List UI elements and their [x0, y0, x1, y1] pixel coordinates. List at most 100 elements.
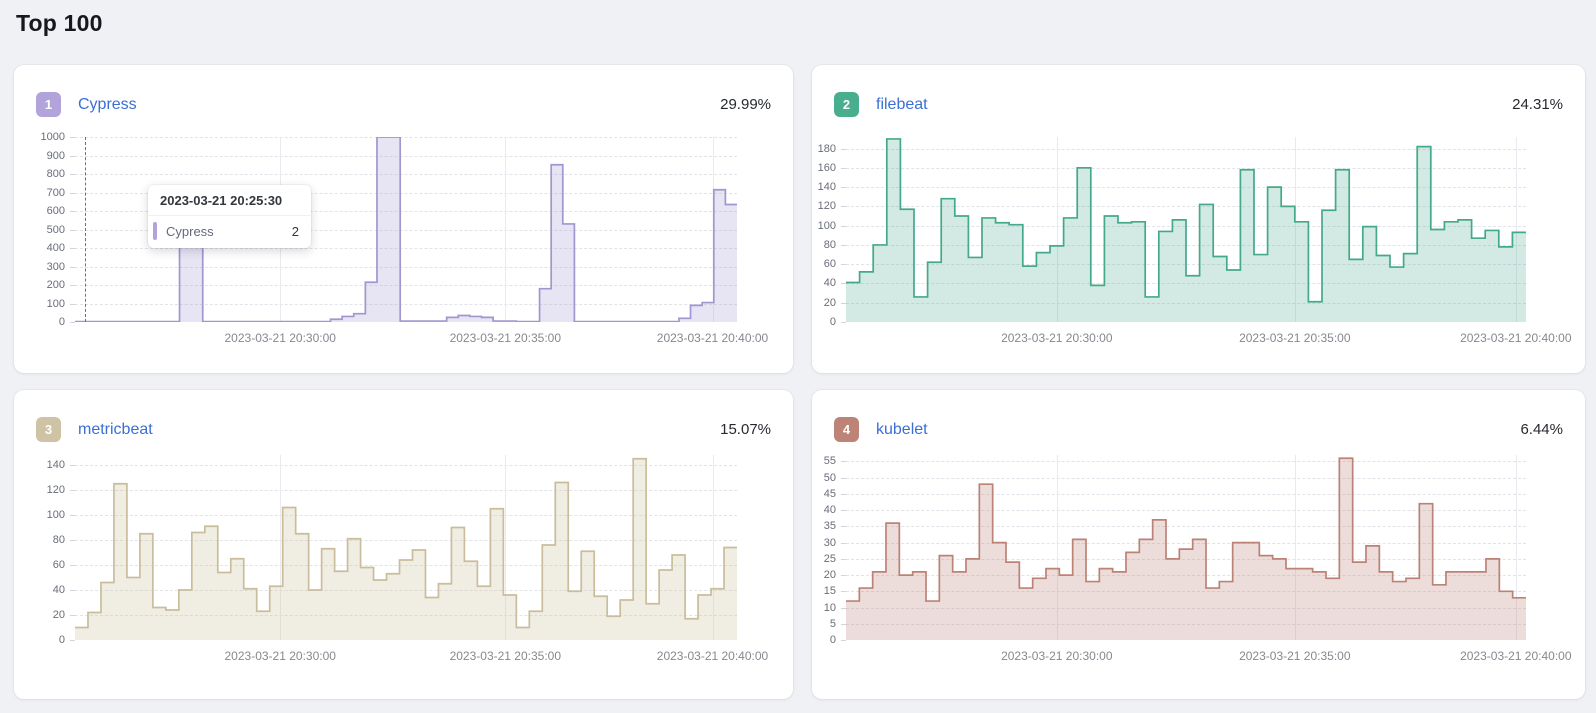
crosshair-cursor-line — [84, 137, 86, 322]
y-gridline — [75, 266, 737, 268]
y-tick-label: 40 — [52, 584, 65, 596]
y-gridline — [75, 465, 737, 466]
y-gridline — [846, 510, 1526, 512]
x-tick-label: 2023-03-21 20:40:00 — [1460, 331, 1572, 345]
x-gridline — [712, 455, 714, 640]
y-gridline — [75, 540, 737, 541]
y-tick-mark — [70, 248, 75, 249]
y-tick-label: 0 — [58, 634, 65, 646]
y-tick-mark — [841, 264, 846, 266]
y-tick-label: 0 — [829, 634, 836, 646]
x-tick-label: 2023-03-21 20:30:00 — [1001, 649, 1113, 663]
y-tick-mark — [841, 477, 846, 479]
card-header: 3 metricbeat 15.07% — [36, 417, 771, 442]
y-gridline — [75, 192, 737, 194]
series-link-filebeat[interactable]: filebeat — [876, 95, 928, 113]
x-gridline — [280, 455, 282, 640]
y-tick-label: 60 — [52, 559, 65, 571]
rank-badge: 2 — [834, 92, 859, 117]
y-tick-label: 1000 — [40, 131, 65, 143]
series-link-metricbeat[interactable]: metricbeat — [78, 420, 153, 438]
x-gridline — [1515, 455, 1517, 640]
y-tick-label: 40 — [823, 504, 836, 517]
series-link-cypress[interactable]: Cypress — [78, 95, 137, 113]
y-tick-label: 25 — [823, 552, 836, 565]
y-tick-label: 20 — [52, 609, 65, 621]
chart-plot-filebeat[interactable]: 0 20 40 60 80 100 120 140 160 180 2023-03-21 20:30… — [818, 137, 1572, 345]
y-gridline — [846, 591, 1526, 593]
y-tick-mark — [841, 575, 846, 577]
y-gridline — [846, 148, 1526, 150]
chart-plot-cypress[interactable]: 2023-03-21 20:25:30 Cypress 2 0 100 200 300… — [41, 131, 769, 345]
y-tick-label: 100 — [46, 297, 65, 310]
tooltip-series-marker — [153, 222, 157, 240]
y-gridline — [846, 167, 1526, 169]
y-gridline — [75, 490, 737, 491]
area-series-line — [846, 457, 1526, 602]
x-gridline — [505, 455, 507, 640]
y-gridline — [75, 303, 737, 305]
x-tick-label: 2023-03-21 20:30:00 — [224, 649, 336, 663]
y-gridline — [75, 615, 737, 616]
y-tick-mark — [70, 174, 75, 175]
rank-badge: 1 — [36, 92, 61, 117]
y-tick-mark — [841, 526, 846, 528]
y-gridline — [846, 187, 1526, 189]
y-tick-mark — [70, 615, 75, 616]
card-header: 2 filebeat 24.31% — [834, 92, 1563, 117]
series-link-kubelet[interactable]: kubelet — [876, 420, 928, 438]
tooltip-row: Cypress 2 — [148, 216, 311, 248]
y-tick-mark — [841, 167, 846, 169]
y-tick-label: 15 — [823, 585, 836, 598]
y-tick-label: 45 — [823, 487, 836, 500]
y-tick-label: 300 — [46, 260, 65, 273]
y-tick-label: 20 — [823, 296, 836, 309]
x-gridline — [1056, 455, 1058, 640]
area-chart-canvas — [846, 138, 1526, 322]
y-tick-mark — [70, 285, 75, 286]
y-tick-label: 20 — [823, 569, 836, 582]
chart-plot-kubelet[interactable]: 0 5 10 15 20 25 30 35 40 45 50 55 2023-03-21 20:30:0… — [824, 455, 1572, 663]
x-tick-label: 2023-03-21 20:35:00 — [449, 649, 562, 663]
y-tick-mark — [841, 148, 846, 150]
percent-value: 15.07% — [720, 421, 771, 438]
y-tick-mark — [841, 187, 846, 189]
y-tick-mark — [70, 266, 75, 268]
rank-badge: 4 — [834, 417, 859, 442]
chart-tooltip: 2023-03-21 20:25:30 Cypress 2 — [148, 185, 311, 248]
percent-value: 24.31% — [1512, 96, 1563, 113]
y-tick-mark — [841, 623, 846, 625]
y-tick-mark — [841, 558, 846, 560]
chart-plot-metricbeat[interactable]: 0 20 40 60 80 100 120 140 2023-03-21 20:30:00 202… — [47, 455, 768, 663]
y-tick-label: 80 — [823, 238, 836, 251]
x-tick-label: 2023-03-21 20:35:00 — [449, 331, 562, 345]
y-tick-mark — [841, 510, 846, 512]
card-kubelet: 4 kubelet 6.44% 0 5 10 15 20 25 30 35 40 45 50 55 20… — [812, 390, 1585, 699]
y-gridline — [75, 137, 737, 138]
card-filebeat: 2 filebeat 24.31% 0 20 40 60 80 100 120 140 160 1… — [812, 65, 1585, 373]
y-tick-mark — [70, 322, 75, 323]
x-tick-label: 2023-03-21 20:30:00 — [224, 331, 336, 345]
card-cypress: 1 Cypress 29.99% 2023-03-21 20:25:30 Cyp… — [14, 65, 793, 373]
x-gridline — [1294, 455, 1296, 640]
percent-value: 6.44% — [1520, 421, 1563, 438]
y-gridline — [846, 206, 1526, 208]
y-tick-mark — [70, 515, 75, 516]
y-gridline — [75, 565, 737, 566]
y-tick-mark — [70, 229, 75, 231]
y-tick-mark — [841, 493, 846, 495]
y-tick-label: 700 — [46, 186, 65, 199]
y-tick-label: 800 — [46, 168, 65, 180]
y-tick-label: 0 — [829, 316, 836, 328]
y-gridline — [846, 542, 1526, 544]
y-tick-mark — [70, 565, 75, 566]
card-metricbeat: 3 metricbeat 15.07% 0 20 40 60 80 100 120 140 20… — [14, 390, 793, 699]
rank-badge: 3 — [36, 417, 61, 442]
y-tick-mark — [841, 283, 846, 285]
area-series-line — [846, 138, 1526, 303]
y-tick-mark — [70, 137, 75, 138]
x-tick-label: 2023-03-21 20:40:00 — [656, 331, 769, 345]
y-tick-mark — [841, 225, 846, 227]
x-tick-label: 2023-03-21 20:35:00 — [1239, 649, 1351, 663]
x-gridline — [1515, 137, 1517, 322]
